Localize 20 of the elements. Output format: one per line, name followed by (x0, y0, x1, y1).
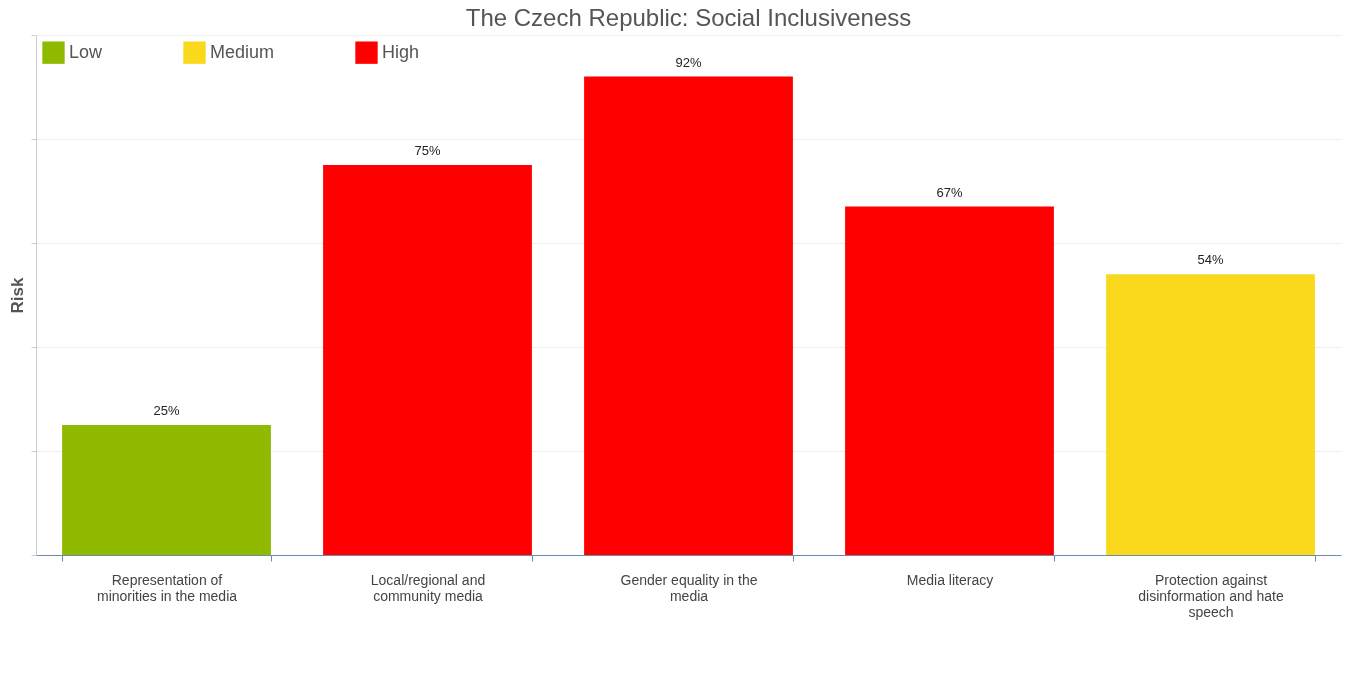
legend-label: Medium (210, 41, 275, 62)
data-label: 25% (153, 403, 180, 418)
data-label: 92% (675, 54, 702, 70)
x-tick-label: Representation of minorities in the media (96, 571, 238, 604)
x-tick-label: Local/regional and community media (370, 571, 486, 604)
x-tick-label: Gender equality in the media (620, 571, 758, 604)
chart-title: The Czech Republic: Social Inclusiveness (465, 3, 912, 31)
bar (845, 206, 1054, 555)
data-label: 67% (936, 184, 963, 200)
data-label: 54% (1197, 252, 1224, 268)
bar (323, 165, 532, 555)
legend-label: Low (69, 41, 104, 62)
x-tick-label: Protection against disinformation and hate speech (1138, 571, 1284, 620)
bar (62, 425, 271, 555)
bar (584, 76, 793, 555)
y-axis-title: Risk (8, 277, 27, 314)
x-tick-label: Media literacy (906, 571, 994, 588)
data-label: 75% (414, 143, 441, 158)
legend-label: High (382, 41, 420, 62)
bar (1106, 274, 1315, 555)
